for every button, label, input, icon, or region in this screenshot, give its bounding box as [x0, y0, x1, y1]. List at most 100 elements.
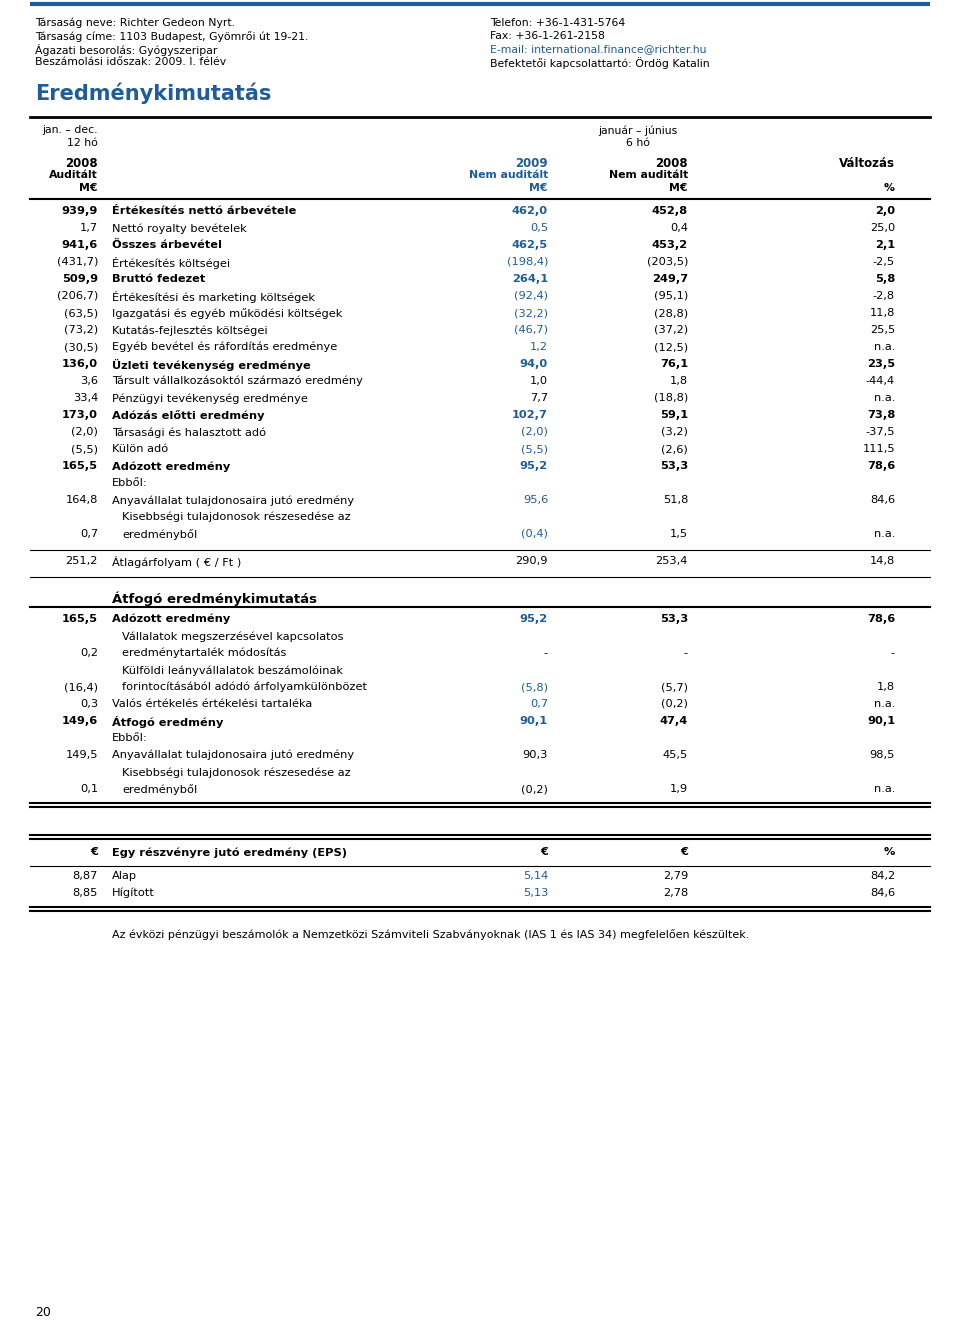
Text: Adózás előtti eredmény: Adózás előtti eredmény	[112, 410, 265, 421]
Text: január – június: január – június	[598, 126, 678, 135]
Text: Fax: +36-1-261-2158: Fax: +36-1-261-2158	[490, 31, 605, 41]
Text: 165,5: 165,5	[62, 461, 98, 472]
Text: (0,2): (0,2)	[521, 784, 548, 794]
Text: M€: M€	[80, 183, 98, 192]
Text: n.a.: n.a.	[874, 342, 895, 351]
Text: 78,6: 78,6	[867, 461, 895, 472]
Text: 12 hó: 12 hó	[67, 138, 98, 148]
Text: (16,4): (16,4)	[64, 681, 98, 692]
Text: (30,5): (30,5)	[63, 342, 98, 351]
Text: (32,2): (32,2)	[514, 309, 548, 318]
Text: 264,1: 264,1	[512, 274, 548, 285]
Text: 78,6: 78,6	[867, 615, 895, 624]
Text: 5,13: 5,13	[522, 888, 548, 898]
Text: Adózott eredmény: Adózott eredmény	[112, 461, 230, 472]
Text: 253,4: 253,4	[656, 556, 688, 566]
Text: n.a.: n.a.	[874, 529, 895, 538]
Text: 1,8: 1,8	[876, 681, 895, 692]
Text: 290,9: 290,9	[516, 556, 548, 566]
Text: 6 hó: 6 hó	[626, 138, 650, 148]
Text: 0,4: 0,4	[670, 223, 688, 232]
Text: €: €	[540, 847, 548, 856]
Text: 73,8: 73,8	[867, 410, 895, 420]
Text: Kisebbségi tulajdonosok részesedése az: Kisebbségi tulajdonosok részesedése az	[122, 767, 350, 778]
Text: Összes árbevétel: Összes árbevétel	[112, 240, 222, 250]
Text: Egyéb bevétel és ráfordítás eredménye: Egyéb bevétel és ráfordítás eredménye	[112, 342, 337, 353]
Text: Nem auditált: Nem auditált	[468, 170, 548, 180]
Text: 939,9: 939,9	[61, 206, 98, 216]
Text: 7,7: 7,7	[530, 393, 548, 403]
Text: 84,2: 84,2	[870, 871, 895, 880]
Text: (5,8): (5,8)	[521, 681, 548, 692]
Text: (18,8): (18,8)	[654, 393, 688, 403]
Text: 941,6: 941,6	[61, 240, 98, 250]
Text: 14,8: 14,8	[870, 556, 895, 566]
Text: 0,2: 0,2	[80, 648, 98, 659]
Text: Nettó royalty bevételek: Nettó royalty bevételek	[112, 223, 247, 234]
Text: 102,7: 102,7	[512, 410, 548, 420]
Text: -2,8: -2,8	[873, 291, 895, 301]
Text: 1,5: 1,5	[670, 529, 688, 538]
Text: Befektetői kapcsolattartó: Ördög Katalin: Befektetői kapcsolattartó: Ördög Katalin	[490, 57, 709, 69]
Text: %: %	[884, 183, 895, 192]
Text: Értékesítési és marketing költségek: Értékesítési és marketing költségek	[112, 291, 315, 303]
Text: 11,8: 11,8	[870, 309, 895, 318]
Text: 3,6: 3,6	[80, 375, 98, 386]
Text: 33,4: 33,4	[73, 393, 98, 403]
Text: 452,8: 452,8	[652, 206, 688, 216]
Text: 53,3: 53,3	[660, 615, 688, 624]
Text: 95,2: 95,2	[520, 615, 548, 624]
Text: 149,5: 149,5	[65, 749, 98, 760]
Text: 8,85: 8,85	[73, 888, 98, 898]
Text: Kisebbségi tulajdonosok részesedése az: Kisebbségi tulajdonosok részesedése az	[122, 512, 350, 522]
Text: Anyavállalat tulajdonosaira jutó eredmény: Anyavállalat tulajdonosaira jutó eredmén…	[112, 496, 354, 505]
Text: M€: M€	[669, 183, 688, 192]
Text: 94,0: 94,0	[519, 359, 548, 369]
Text: Ebből:: Ebből:	[112, 478, 148, 488]
Text: (5,5): (5,5)	[521, 444, 548, 454]
Text: 0,1: 0,1	[80, 784, 98, 794]
Text: Az évközi pénzügyi beszámolók a Nemzetközi Számviteli Szabványoknak (IAS 1 és IA: Az évközi pénzügyi beszámolók a Nemzetkö…	[112, 929, 750, 941]
Text: %: %	[883, 847, 895, 856]
Text: (37,2): (37,2)	[654, 325, 688, 335]
Text: (63,5): (63,5)	[64, 309, 98, 318]
Text: (2,0): (2,0)	[521, 428, 548, 437]
Text: eredménytartalék módosítás: eredménytartalék módosítás	[122, 648, 286, 659]
Text: 0,3: 0,3	[80, 699, 98, 709]
Text: Értékesítés nettó árbevétele: Értékesítés nettó árbevétele	[112, 206, 297, 216]
Text: -: -	[891, 648, 895, 659]
Text: 90,3: 90,3	[522, 749, 548, 760]
Text: €: €	[90, 847, 98, 856]
Text: 51,8: 51,8	[662, 496, 688, 505]
Text: (28,8): (28,8)	[654, 309, 688, 318]
Text: 2009: 2009	[516, 158, 548, 170]
Text: Pénzügyi tevékenység eredménye: Pénzügyi tevékenység eredménye	[112, 393, 308, 403]
Text: (73,2): (73,2)	[64, 325, 98, 335]
Text: 1,7: 1,7	[80, 223, 98, 232]
Text: Eredménykimutatás: Eredménykimutatás	[35, 81, 272, 103]
Text: 90,1: 90,1	[520, 716, 548, 725]
Text: (5,5): (5,5)	[71, 444, 98, 454]
Text: (46,7): (46,7)	[514, 325, 548, 335]
Text: 98,5: 98,5	[870, 749, 895, 760]
Text: 8,87: 8,87	[73, 871, 98, 880]
Text: (206,7): (206,7)	[57, 291, 98, 301]
Text: 90,1: 90,1	[867, 716, 895, 725]
Text: Auditált: Auditált	[49, 170, 98, 180]
Text: Telefon: +36-1-431-5764: Telefon: +36-1-431-5764	[490, 17, 625, 28]
Text: -: -	[684, 648, 688, 659]
Text: Ebből:: Ebből:	[112, 733, 148, 743]
Text: 1,2: 1,2	[530, 342, 548, 351]
Text: Alap: Alap	[112, 871, 137, 880]
Text: M€: M€	[530, 183, 548, 192]
Text: Nem auditált: Nem auditált	[609, 170, 688, 180]
Text: (2,6): (2,6)	[661, 444, 688, 454]
Text: n.a.: n.a.	[874, 699, 895, 709]
Text: 173,0: 173,0	[62, 410, 98, 420]
Text: 1,0: 1,0	[530, 375, 548, 386]
Text: 20: 20	[35, 1307, 51, 1319]
Text: 509,9: 509,9	[61, 274, 98, 285]
Text: Hígított: Hígított	[112, 888, 155, 899]
Text: €: €	[680, 847, 688, 856]
Text: Átfogó eredmény: Átfogó eredmény	[112, 716, 224, 728]
